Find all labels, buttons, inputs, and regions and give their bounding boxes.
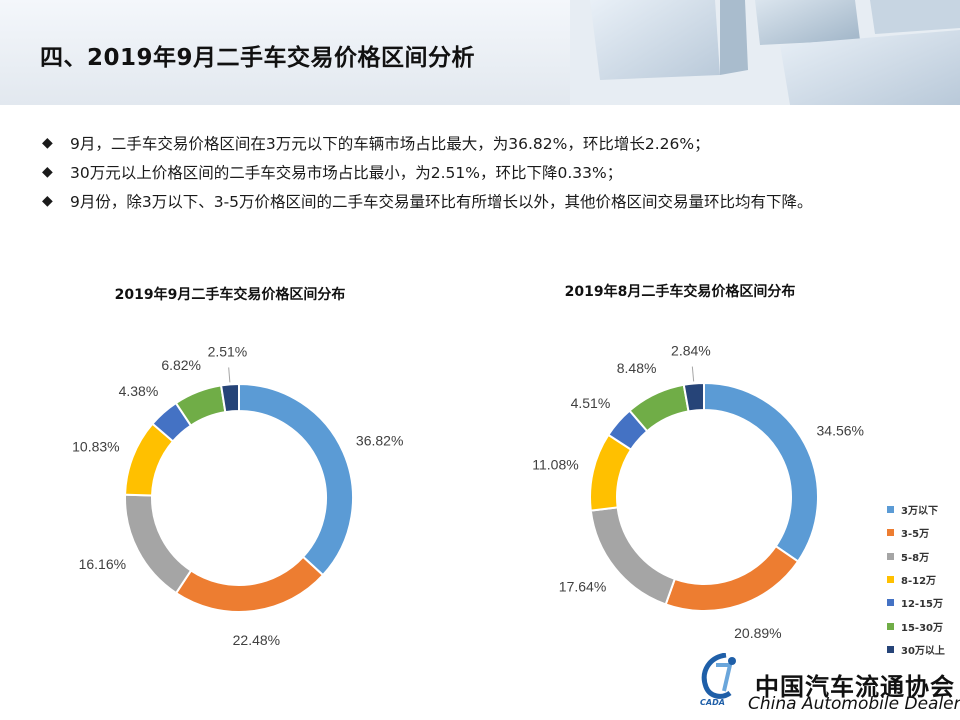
cada-logo-icon (701, 653, 736, 699)
page-title: 四、2019年9月二手车交易价格区间分析 (40, 45, 476, 71)
diamond-bullet-icon: ◆ (42, 134, 53, 151)
bullet-item: ◆ 9月，二手车交易价格区间在3万元以下的车辆市场占比最大，为36.82%，环比… (42, 128, 957, 157)
data-label: 20.89% (734, 625, 781, 641)
legend-swatch (887, 552, 894, 560)
data-label: 22.48% (233, 632, 280, 648)
bullet-list: ◆ 9月，二手车交易价格区间在3万元以下的车辆市场占比最大，为36.82%，环比… (42, 128, 957, 215)
legend-label: 3-5万 (901, 529, 930, 541)
donut-slice-30万以上 (219, 382, 240, 414)
legend-label: 5-8万 (901, 552, 930, 564)
data-label: 2.84% (671, 343, 711, 359)
chart-legend: 3万以下 3-5万 5-8万 8-12万 12-15万 15-30万 30万以上 (887, 498, 945, 661)
legend-item: 15-30万 (887, 614, 945, 637)
data-label: 8.48% (617, 360, 657, 376)
logo-name-en: China Automobile Dealers (748, 694, 960, 714)
legend-label: 12-15万 (901, 599, 943, 611)
data-label: 16.16% (79, 556, 126, 572)
data-label: 17.64% (559, 578, 606, 594)
diamond-bullet-icon: ◆ (42, 163, 53, 180)
legend-item: 3万以下 (887, 498, 945, 521)
legend-swatch (887, 506, 894, 514)
donut-slice-30万以上 (682, 381, 705, 413)
data-label: 34.56% (817, 422, 864, 438)
bullet-text: 30万元以上价格区间的二手车交易市场占比最小，为2.51%，环比下降0.33%； (70, 163, 623, 182)
legend-swatch (887, 576, 894, 584)
legend-item: 3-5万 (887, 521, 945, 544)
legend-label: 3万以下 (901, 506, 938, 518)
legend-item: 12-15万 (887, 591, 945, 614)
logo: CADA 中国汽车流通协会 China Automobile Dealers (692, 653, 960, 715)
legend-label: 15-30万 (901, 622, 943, 634)
legend-item: 8-12万 (887, 568, 945, 591)
data-label: 4.51% (571, 395, 611, 411)
chart-title-aug: 2019年8月二手车交易价格区间分布 (564, 284, 796, 300)
logo-mark-text: CADA (700, 698, 725, 707)
chart-title-sep: 2019年9月二手车交易价格区间分布 (114, 287, 346, 303)
bullet-text: 9月，二手车交易价格区间在3万元以下的车辆市场占比最大，为36.82%，环比增长… (70, 134, 710, 153)
donut-slice-3-5万 (664, 544, 800, 612)
legend-swatch (887, 599, 894, 607)
legend-label: 30万以上 (901, 645, 945, 657)
leader-line (228, 367, 231, 383)
legend-item: 30万以上 (887, 638, 945, 661)
data-label: 2.51% (208, 343, 248, 359)
donut-slice-3万以下 (703, 381, 819, 563)
header-decoration (570, 0, 960, 105)
data-label: 10.83% (72, 438, 119, 454)
bullet-text: 9月份，除3万以下、3-5万价格区间的二手车交易量环比有所增长以外，其他价格区间… (70, 192, 813, 211)
diamond-bullet-icon: ◆ (42, 192, 53, 209)
data-label: 4.38% (119, 383, 159, 399)
bullet-item: ◆ 9月份，除3万以下、3-5万价格区间的二手车交易量环比有所增长以外，其他价格… (42, 186, 957, 215)
legend-swatch (887, 645, 894, 653)
logo-name-cn: 中国汽车流通协会 (755, 673, 955, 701)
leader-line (691, 366, 695, 382)
data-label: 36.82% (356, 432, 403, 448)
legend-item: 5-8万 (887, 545, 945, 568)
data-label: 11.08% (532, 457, 578, 473)
legend-swatch (887, 622, 894, 630)
data-label: 6.82% (161, 357, 201, 373)
legend-label: 8-12万 (901, 576, 937, 588)
legend-swatch (887, 529, 894, 537)
bullet-item: ◆ 30万元以上价格区间的二手车交易市场占比最小，为2.51%，环比下降0.33… (42, 157, 957, 186)
